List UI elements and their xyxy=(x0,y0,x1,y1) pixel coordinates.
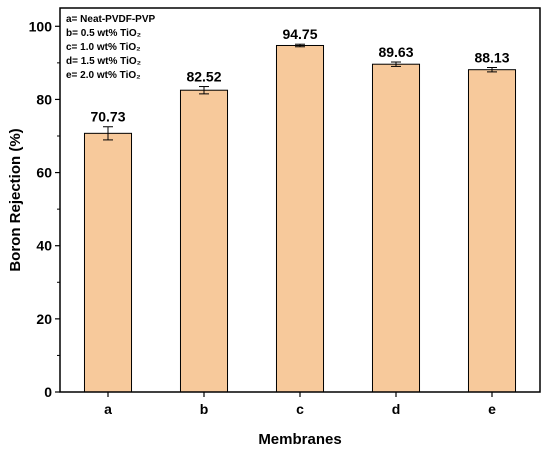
legend-entry-a: a= Neat-PVDF-PVP xyxy=(66,14,156,25)
x-axis-title: Membranes xyxy=(258,431,341,448)
x-tick-label-e: e xyxy=(488,401,496,417)
y-axis-ticks: 0 20 40 60 80 100 xyxy=(29,18,60,400)
legend-entry-d: d= 1.5 wt% TiO₂ xyxy=(66,56,141,67)
data-label-a: 70.73 xyxy=(90,109,125,125)
legend-entry-b: b= 0.5 wt% TiO₂ xyxy=(66,28,141,39)
y-tick-label-40: 40 xyxy=(36,238,52,254)
x-tick-label-a: a xyxy=(104,401,112,417)
y-tick-label-60: 60 xyxy=(36,165,52,181)
bar-d xyxy=(372,64,419,392)
legend-entry-e: e= 2.0 wt% TiO₂ xyxy=(66,70,141,81)
bars-layer xyxy=(84,45,515,392)
x-tick-label-c: c xyxy=(296,401,304,417)
data-label-c: 94.75 xyxy=(282,26,317,42)
x-tick-label-d: d xyxy=(392,401,401,417)
bar-b xyxy=(180,90,227,392)
legend: a= Neat-PVDF-PVP b= 0.5 wt% TiO₂ c= 1.0 wt… xyxy=(66,14,156,81)
y-tick-label-80: 80 xyxy=(36,91,52,107)
data-label-d: 89.63 xyxy=(378,44,413,60)
x-axis-ticks: a b c d e xyxy=(104,392,496,417)
data-label-b: 82.52 xyxy=(186,69,221,85)
y-tick-label-20: 20 xyxy=(36,311,52,327)
legend-entry-c: c= 1.0 wt% TiO₂ xyxy=(66,42,141,53)
bar-e xyxy=(468,70,515,392)
x-tick-label-b: b xyxy=(200,401,209,417)
y-tick-label-0: 0 xyxy=(44,384,52,400)
y-tick-label-100: 100 xyxy=(29,18,53,34)
data-label-e: 88.13 xyxy=(474,50,509,66)
bar-a xyxy=(84,133,131,392)
y-axis-title: Boron Rejection (%) xyxy=(7,128,24,271)
bar-c xyxy=(276,45,323,392)
